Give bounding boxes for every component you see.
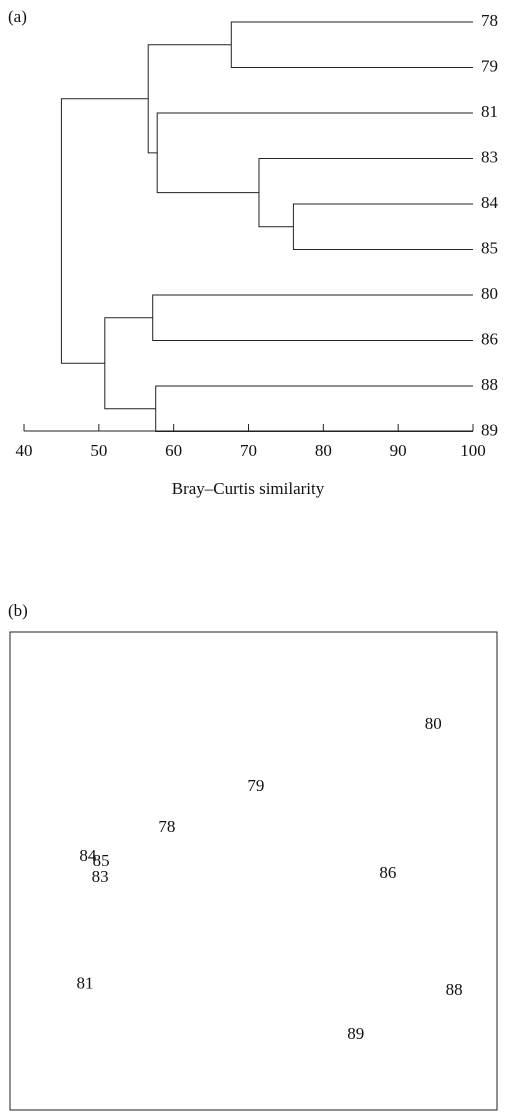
point-label: 83 xyxy=(92,867,109,886)
panel-label: (a) xyxy=(8,7,27,26)
x-tick-label: 70 xyxy=(240,441,257,460)
dendrogram-link xyxy=(60,98,149,364)
point-label: 86 xyxy=(379,863,396,882)
point-label: 84 xyxy=(79,846,97,865)
dendrogram-link xyxy=(258,158,473,228)
leaf-label: 84 xyxy=(481,193,499,212)
leaf-label: 81 xyxy=(481,102,498,121)
dendrogram-link xyxy=(147,44,232,154)
x-tick-label: 40 xyxy=(16,441,33,460)
point-label: 79 xyxy=(247,776,264,795)
point-label: 80 xyxy=(425,714,442,733)
leaf-label: 83 xyxy=(481,147,498,166)
panel-label: (b) xyxy=(8,601,28,620)
dendrogram-link xyxy=(155,385,473,432)
dendrogram-link xyxy=(292,203,473,250)
point-label: 89 xyxy=(347,1024,364,1043)
point-label: 85 xyxy=(93,851,110,870)
leaf-label: 85 xyxy=(481,238,498,257)
leaf-label: 88 xyxy=(481,375,498,394)
point-label: 81 xyxy=(76,974,93,993)
dendrogram-link xyxy=(152,294,473,341)
x-tick-label: 80 xyxy=(315,441,332,460)
dendrogram-link xyxy=(230,21,473,68)
x-tick-label: 100 xyxy=(460,441,486,460)
leaf-label: 79 xyxy=(481,56,498,75)
x-tick-label: 90 xyxy=(390,441,407,460)
plot-frame xyxy=(9,631,498,1111)
leaf-label: 89 xyxy=(481,420,498,439)
x-axis-label: Bray–Curtis similarity xyxy=(172,479,325,498)
dendrogram-link xyxy=(156,112,473,194)
leaf-label: 78 xyxy=(481,11,498,30)
dendrogram-link xyxy=(104,317,156,410)
leaf-label: 86 xyxy=(481,329,498,348)
point-label: 88 xyxy=(446,980,463,999)
x-tick-label: 60 xyxy=(165,441,182,460)
point-label: 78 xyxy=(158,817,175,836)
x-tick-label: 50 xyxy=(90,441,107,460)
leaf-label: 80 xyxy=(481,284,498,303)
